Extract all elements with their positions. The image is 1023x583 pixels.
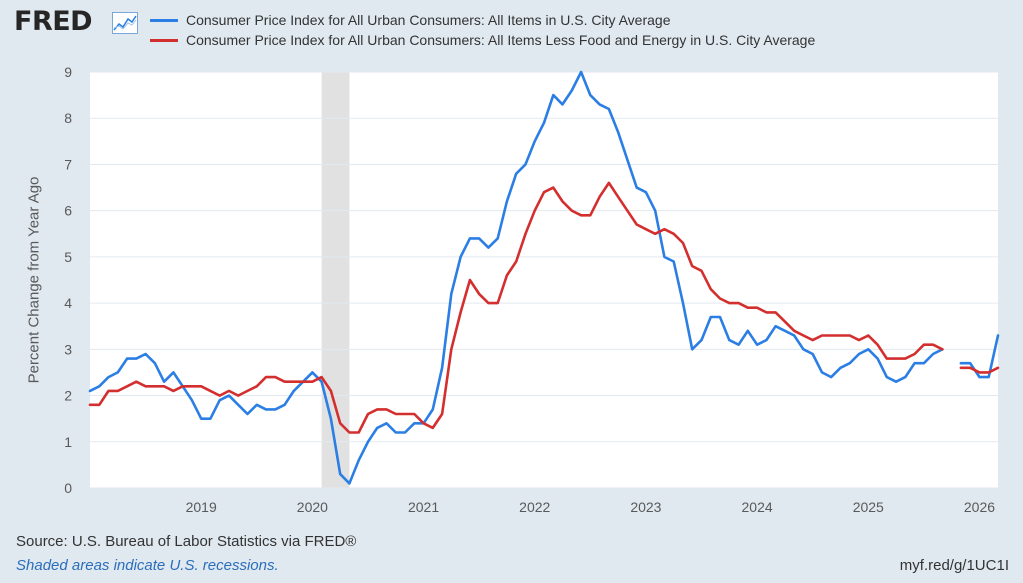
series-line-core-cpi[interactable] — [88, 181, 1000, 434]
plot-area — [90, 72, 998, 488]
recession-layer — [321, 72, 350, 488]
y-tick-label: 2 — [64, 388, 72, 404]
x-tick-label: 2025 — [853, 499, 884, 515]
x-tick-labels: 2019 2020 2021 2022 2023 2024 2025 2026 — [186, 499, 996, 515]
x-tick-label: 2024 — [742, 499, 773, 515]
series-layer — [88, 70, 1000, 485]
recession-note[interactable]: Shaded areas indicate U.S. recessions. — [16, 557, 279, 574]
legend-label-cpi: Consumer Price Index for All Urban Consu… — [186, 12, 671, 28]
x-tick-label: 2022 — [519, 499, 550, 515]
x-tick-label: 2019 — [186, 499, 217, 515]
logo-text: FRED — [14, 6, 93, 37]
x-tick-label: 2023 — [630, 499, 661, 515]
y-tick-label: 1 — [64, 434, 72, 450]
x-tick-label: 2026 — [964, 499, 995, 515]
grid-layer — [90, 71, 998, 489]
y-axis-label: Percent Change from Year Ago — [25, 176, 43, 384]
legend-label-core-cpi: Consumer Price Index for All Urban Consu… — [186, 32, 816, 48]
y-tick-label: 3 — [64, 341, 72, 357]
short-link[interactable]: myf.red/g/1UC1I — [899, 557, 1009, 574]
y-tick-label: 8 — [64, 110, 72, 126]
legend-swatch-red — [150, 38, 178, 42]
series-line-cpi[interactable] — [88, 70, 1000, 485]
y-tick-label: 4 — [64, 295, 72, 311]
legend-swatch-blue — [150, 18, 178, 22]
x-tick-label: 2020 — [297, 499, 328, 515]
legend-entry-cpi[interactable]: Consumer Price Index for All Urban Consu… — [150, 10, 815, 30]
line-graph-icon — [112, 12, 138, 34]
x-tick-label: 2021 — [408, 499, 439, 515]
y-tick-label: 0 — [64, 480, 72, 496]
y-tick-label: 7 — [64, 156, 72, 172]
chart-legend: Consumer Price Index for All Urban Consu… — [150, 10, 815, 50]
legend-entry-core-cpi[interactable]: Consumer Price Index for All Urban Consu… — [150, 30, 815, 50]
source-text: Source: U.S. Bureau of Labor Statistics … — [16, 533, 357, 550]
y-tick-label: 9 — [64, 64, 72, 80]
recession-band — [321, 72, 350, 488]
y-tick-label: 6 — [64, 203, 72, 219]
y-tick-labels: 0 1 2 3 4 5 6 7 8 9 — [64, 64, 72, 496]
y-tick-label: 5 — [64, 249, 72, 265]
